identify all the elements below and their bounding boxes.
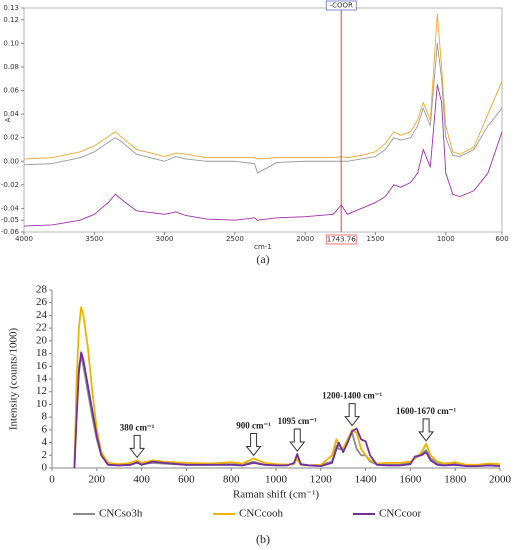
x-tick-label: 600 xyxy=(495,235,508,243)
plot-frame xyxy=(23,7,503,233)
annotation-arrow xyxy=(289,428,306,452)
x-axis-label: cm-1 xyxy=(254,243,272,251)
y-tick-label: 14 xyxy=(36,373,48,385)
x-tick-label: 2500 xyxy=(226,235,244,243)
x-axis-label: Raman shift (cm⁻¹) xyxy=(233,489,319,501)
y-axis-label: Intensity (counts/1000) xyxy=(8,327,20,430)
caption: (b) xyxy=(256,532,270,546)
x-tick-label: 1200 xyxy=(310,474,333,486)
y-tick-label: 0.08 xyxy=(3,63,19,71)
chart-a: -0.06 -0.05 -0.04 -0.02 0.00 0.02 0.04 0.06 0.08… xyxy=(1,0,509,266)
annotation-arrow xyxy=(245,432,262,457)
y-tick-label: -0.02 xyxy=(1,181,19,189)
y-tick-label: 20 xyxy=(36,334,48,346)
x-tick-label: 4000 xyxy=(15,235,33,243)
series-line xyxy=(73,351,501,469)
y-tick-label: 0.06 xyxy=(3,87,19,95)
legend-label: CNCcooh xyxy=(239,508,284,520)
annotation-arrow xyxy=(418,418,435,442)
marker-value-box xyxy=(325,234,357,245)
legend-label: CNCso3h xyxy=(99,508,143,520)
y-tick-label: -0.04 xyxy=(1,204,20,212)
y-tick-label: 6 xyxy=(42,423,48,435)
x-tick-label: 200 xyxy=(89,474,106,486)
y-tick-label: 26 xyxy=(36,296,48,308)
x-tick-label: 1000 xyxy=(437,235,455,243)
x-tick-label: 800 xyxy=(223,474,240,486)
y-axis-label: A xyxy=(4,117,12,122)
y-tick-label: -0.06 xyxy=(1,228,20,236)
y-tick-label: 12 xyxy=(36,385,47,397)
y-tick-label: 0.10 xyxy=(3,39,19,47)
x-tick-label: 1000 xyxy=(265,474,288,486)
y-tick-label: 24 xyxy=(36,309,48,321)
y-tick-label: 2 xyxy=(42,449,48,461)
x-tick-label: 2000 xyxy=(296,235,314,243)
y-tick-label: 18 xyxy=(36,347,48,359)
x-tick-label: 600 xyxy=(178,474,195,486)
marker-label-box xyxy=(325,0,357,11)
y-tick-label: 0.02 xyxy=(3,134,19,142)
marker-label: -COOR xyxy=(330,2,353,10)
caption: (a) xyxy=(256,252,269,266)
x-tick-label: 1600 xyxy=(399,474,422,486)
y-tick-label: -0.05 xyxy=(1,216,19,224)
series-line xyxy=(23,84,503,227)
y-tick-label: 10 xyxy=(36,398,48,410)
annotation-arrow xyxy=(129,434,146,459)
y-tick-label: 22 xyxy=(36,322,47,334)
series-line xyxy=(23,13,503,160)
y-tick-label: 8 xyxy=(42,411,48,423)
series-line xyxy=(23,42,503,174)
x-tick-label: 1400 xyxy=(355,474,378,486)
x-tick-label: 3500 xyxy=(85,235,103,243)
x-tick-label: 0 xyxy=(49,474,55,486)
x-tick-label: 2000 xyxy=(489,474,512,486)
x-tick-label: 1500 xyxy=(367,235,385,243)
annotation-text: 380 cm⁻¹ xyxy=(120,422,155,432)
y-tick-label: 0.04 xyxy=(3,110,19,118)
y-tick-label: 0.00 xyxy=(3,157,19,165)
legend-label: CNCcoor xyxy=(379,508,422,520)
marker-value: 1743.76 xyxy=(327,236,356,244)
annotation-text: 1200-1400 cm⁻¹ xyxy=(322,391,382,401)
y-tick-label: 4 xyxy=(42,436,48,448)
y-tick-label: 0.13 xyxy=(3,4,19,12)
annotation-text: 1600-1670 cm⁻¹ xyxy=(396,406,456,416)
x-tick-label: 1800 xyxy=(444,474,467,486)
annotation-text: 900 cm⁻¹ xyxy=(236,421,271,431)
y-tick-label: 16 xyxy=(36,360,48,372)
x-tick-label: 400 xyxy=(133,474,150,486)
y-tick-label: 0 xyxy=(42,462,48,474)
y-tick-label: 28 xyxy=(36,284,48,296)
annotation-arrow xyxy=(344,403,361,427)
y-tick-label: 0.12 xyxy=(3,16,19,24)
annotation-text: 1095 cm⁻¹ xyxy=(278,416,317,426)
x-tick-label: 3000 xyxy=(156,235,174,243)
